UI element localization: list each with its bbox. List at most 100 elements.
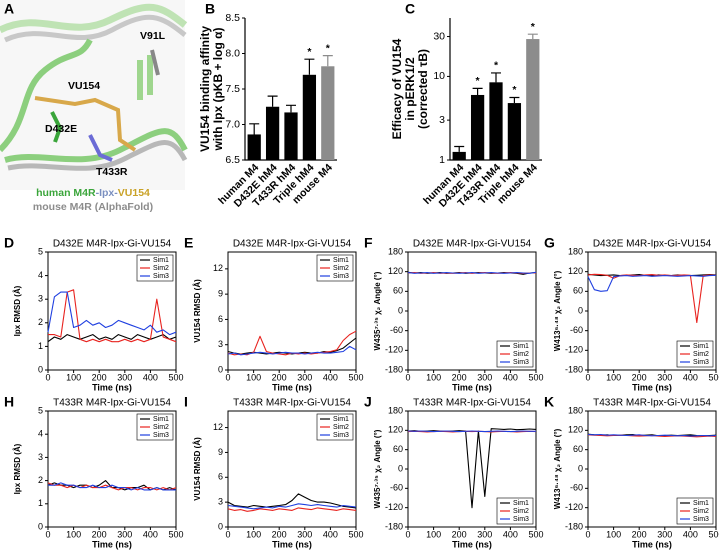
x-tick-label: 500 — [528, 372, 543, 382]
residue — [50, 111, 63, 143]
legend-label: Sim1 — [333, 416, 349, 423]
bar — [489, 82, 503, 160]
x-tick-label: 0 — [45, 372, 50, 382]
legend-label: Sim3 — [513, 359, 529, 366]
chart-title: T433R M4R-Ipx-Gi-VU154 — [53, 398, 171, 409]
significance-mark: * — [531, 21, 536, 33]
y-tick-label: 0 — [218, 521, 223, 531]
x-tick-label: 0 — [225, 529, 230, 539]
residue-label: VU154 — [68, 80, 100, 92]
x-tick-label: 200 — [92, 372, 107, 382]
y-tick-label: 8.0 — [225, 47, 240, 59]
series-line — [407, 271, 537, 274]
legend-label: Sim3 — [153, 273, 169, 280]
x-tick-label: 500 — [168, 372, 183, 382]
legend-label: Sim2 — [333, 265, 349, 272]
x-tick-label: 200 — [632, 529, 647, 539]
error-bar — [267, 95, 278, 107]
chart-title: D432E M4R-Ipx-Gi-VU154 — [593, 239, 712, 250]
x-tick-label: 0 — [405, 529, 410, 539]
chart-title: T433R M4R-Ipx-Gi-VU154 — [413, 398, 531, 409]
y-tick-label: 180 — [568, 405, 583, 415]
series-line — [48, 482, 176, 491]
x-tick-label: 300 — [297, 529, 312, 539]
series-line — [407, 430, 536, 433]
legend-label: Sim1 — [153, 416, 169, 423]
x-axis-label: Time (ns) — [632, 539, 672, 549]
y-tick-label: -120 — [565, 345, 583, 355]
x-tick-label: 200 — [272, 529, 287, 539]
x-tick-label: 0 — [45, 529, 50, 539]
chart-title: D432E M4R-Ipx-Gi-VU154 — [53, 239, 172, 250]
bar — [265, 106, 280, 160]
legend-label: Sim3 — [693, 359, 709, 366]
y-tick-label: 120 — [568, 266, 583, 276]
x-tick-label: 100 — [426, 529, 441, 539]
x-tick-label: 400 — [323, 529, 338, 539]
y-axis-label: VU154 RMSD (Å) — [193, 437, 202, 501]
panel-letter: B — [205, 1, 215, 17]
error-bar — [454, 145, 465, 152]
residue-label: D432E — [45, 123, 77, 135]
x-tick-label: 300 — [657, 529, 672, 539]
y-tick-label: 0 — [38, 521, 43, 531]
panel-letter: G — [544, 235, 555, 251]
x-tick-label: 200 — [632, 372, 647, 382]
bar — [452, 151, 466, 160]
bar — [302, 74, 317, 160]
panel-letter: H — [4, 394, 14, 410]
panel-letter: A — [4, 1, 14, 17]
legend-label: Sim3 — [153, 432, 169, 439]
legend-label: Sim1 — [693, 343, 709, 350]
error-bar — [491, 72, 501, 83]
x-tick-label: 0 — [405, 372, 410, 382]
x-tick-label: 500 — [348, 372, 363, 382]
y-tick-label: 0 — [218, 364, 223, 374]
y-tick-label: 60 — [573, 286, 583, 296]
x-tick-label: 100 — [426, 372, 441, 382]
error-bar — [509, 96, 520, 104]
y-tick-label: -60 — [390, 483, 403, 493]
x-tick-label: 100 — [66, 372, 81, 382]
error-bar — [322, 55, 333, 67]
y-axis-label: Ipx RMSD (Å) — [13, 285, 22, 336]
significance-mark: * — [326, 42, 331, 54]
y-tick-label: 5 — [38, 405, 43, 415]
y-tick-label: -120 — [385, 502, 403, 512]
y-tick-label: 1 — [38, 341, 43, 351]
x-tick-label: 400 — [143, 372, 158, 382]
x-tick-label: 100 — [246, 529, 261, 539]
y-tick-label: 1 — [439, 154, 445, 166]
y-tick-label: 7.5 — [225, 83, 240, 95]
x-tick-label: 100 — [606, 372, 621, 382]
ribbon — [137, 55, 153, 100]
x-tick-label: 300 — [477, 372, 492, 382]
y-tick-label: -60 — [390, 325, 403, 335]
y-tick-label: 7.0 — [225, 118, 240, 130]
y-axis-label: with Ipx (pKB + log α) — [211, 27, 225, 151]
error-bar — [527, 33, 538, 40]
error-bar — [472, 87, 483, 95]
y-tick-label: 120 — [388, 425, 403, 435]
x-tick-label: 200 — [92, 529, 107, 539]
series-line — [48, 289, 177, 343]
y-tick-label: 0 — [578, 305, 583, 315]
y-tick-label: 12 — [213, 422, 223, 432]
x-tick-label: 300 — [477, 529, 492, 539]
ribbon — [0, 38, 93, 153]
structure-legend: mouse M4R (AlphaFold) — [33, 201, 153, 213]
y-tick-label: 4 — [38, 270, 43, 280]
legend-label: Sim2 — [333, 424, 349, 431]
y-tick-label: 1 — [38, 498, 43, 508]
y-axis-label: VU154 binding affinity — [198, 26, 212, 152]
series-line — [227, 337, 357, 355]
y-tick-label: 0 — [398, 463, 403, 473]
legend-label: Sim3 — [513, 516, 529, 523]
y-tick-label: -180 — [565, 364, 583, 374]
legend-label: Sim2 — [153, 265, 169, 272]
series-line — [227, 507, 357, 512]
y-tick-label: 0 — [398, 305, 403, 315]
x-tick-label: 100 — [606, 529, 621, 539]
y-tick-label: -180 — [565, 521, 583, 531]
x-axis-label: Time (ns) — [92, 539, 132, 549]
